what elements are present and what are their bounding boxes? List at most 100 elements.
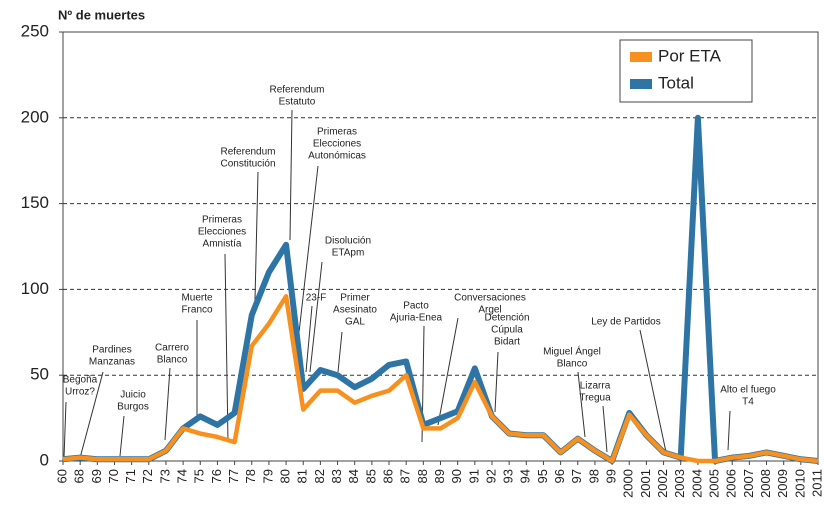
annotation: Asesinato xyxy=(333,305,377,316)
annotation: Disolución xyxy=(325,236,371,247)
y-tick-label: 200 xyxy=(21,107,49,126)
annotation: Bidart xyxy=(494,337,520,348)
x-tick-label: 2010 xyxy=(792,469,807,498)
annotation: 23-F xyxy=(306,293,327,304)
x-tick-label: 2005 xyxy=(706,469,721,498)
annotation-leader xyxy=(289,109,293,241)
annotation-leader xyxy=(224,253,229,443)
x-tick-label: 81 xyxy=(295,469,310,483)
annotation-leader xyxy=(337,331,343,373)
legend-swatch xyxy=(630,79,652,89)
annotation: Primeras xyxy=(317,127,357,138)
annotation-leader xyxy=(164,367,171,441)
x-tick-label: 79 xyxy=(260,469,275,483)
annotation: Primer xyxy=(340,293,370,304)
x-tick-label: 2007 xyxy=(741,469,756,498)
legend-swatch xyxy=(630,52,652,62)
x-tick-label: 99 xyxy=(604,469,619,483)
legend-box xyxy=(619,39,753,103)
x-tick-label: 93 xyxy=(501,469,516,483)
x-tick-label: 89 xyxy=(432,469,447,483)
annotation: Cúpula xyxy=(491,325,523,336)
annotation-leader xyxy=(602,405,608,453)
x-tick-label: 71 xyxy=(123,469,138,483)
legend-label: Por ETA xyxy=(658,46,722,65)
annotation: Elecciones xyxy=(198,227,246,238)
series-line xyxy=(62,114,819,464)
annotation-leader xyxy=(494,351,499,413)
y-tick-label: 150 xyxy=(21,193,49,212)
annotation: Amnistía xyxy=(203,239,242,250)
annotation: Estatuto xyxy=(279,97,316,108)
annotation: Primeras xyxy=(202,215,242,226)
x-tick-label: 76 xyxy=(209,469,224,483)
annotation: Pacto xyxy=(403,301,429,312)
x-tick-label: 95 xyxy=(535,469,550,483)
annotation: Manzanas xyxy=(89,357,135,368)
annotation: Franco xyxy=(181,305,213,316)
annotation-leader xyxy=(309,261,323,373)
x-tick-label: 60 xyxy=(54,469,69,483)
annotation: Pardines xyxy=(92,345,131,356)
annotation-leader xyxy=(305,305,313,373)
annotation: Blanco xyxy=(557,359,588,370)
annotation-leader xyxy=(254,171,259,301)
x-tick-label: 94 xyxy=(518,469,533,483)
annotation: Conversaciones xyxy=(454,293,526,304)
x-tick-label: 92 xyxy=(483,469,498,483)
annotation: T4 xyxy=(742,397,754,408)
annotation: Burgos xyxy=(117,402,149,413)
annotation: Tregua xyxy=(579,393,611,404)
annotation: Alto el fuego xyxy=(720,385,776,396)
annotation-leader xyxy=(79,371,104,459)
y-tick-label: 50 xyxy=(30,365,49,384)
x-tick-label: 77 xyxy=(226,469,241,483)
x-tick-label: 2000 xyxy=(621,469,636,498)
annotation: Ajuria-Enea xyxy=(390,313,443,324)
annotation: Begoña xyxy=(63,375,98,386)
annotation-leader xyxy=(296,165,319,351)
annotation: Autonómicas xyxy=(308,151,366,162)
annotation: Ley de Partidos xyxy=(591,317,661,328)
annotation: Lizarra xyxy=(580,381,611,392)
annotation-leader xyxy=(119,415,125,457)
x-tick-label: 2009 xyxy=(775,469,790,498)
annotation: Referendum xyxy=(220,147,275,158)
x-tick-label: 74 xyxy=(175,469,190,483)
x-tick-label: 2003 xyxy=(672,469,687,498)
x-tick-label: 2002 xyxy=(655,469,670,498)
annotation: Blanco xyxy=(157,355,188,366)
y-tick-label: 250 xyxy=(21,21,49,40)
annotation: GAL xyxy=(345,317,365,328)
annotation: ETApm xyxy=(332,248,365,259)
x-tick-label: 2004 xyxy=(689,469,704,498)
annotation: Urroz? xyxy=(65,387,95,398)
annotation: Referendum xyxy=(269,85,324,96)
x-tick-label: 85 xyxy=(363,469,378,483)
annotation: Juicio xyxy=(120,390,146,401)
x-tick-label: 75 xyxy=(192,469,207,483)
x-tick-label: 96 xyxy=(552,469,567,483)
x-tick-label: 2006 xyxy=(724,469,739,498)
x-tick-label: 88 xyxy=(415,469,430,483)
y-tick-label: 100 xyxy=(21,279,49,298)
x-tick-label: 70 xyxy=(106,469,121,483)
x-tick-label: 80 xyxy=(278,469,293,483)
annotation-leader xyxy=(437,317,459,426)
annotation-leader xyxy=(577,371,586,438)
annotation: Elecciones xyxy=(313,139,361,150)
x-tick-label: 82 xyxy=(312,469,327,483)
x-tick-label: 98 xyxy=(586,469,601,483)
x-tick-label: 2008 xyxy=(758,469,773,498)
x-tick-label: 91 xyxy=(466,469,481,483)
x-tick-label: 78 xyxy=(243,469,258,483)
x-tick-label: 69 xyxy=(89,469,104,483)
x-tick-label: 2001 xyxy=(638,469,653,498)
annotation: Argel xyxy=(478,305,501,316)
x-tick-label: 87 xyxy=(398,469,413,483)
annotation: Detención xyxy=(484,313,529,324)
series-line xyxy=(62,294,819,464)
x-tick-label: 84 xyxy=(346,469,361,483)
x-tick-label: 68 xyxy=(72,469,87,483)
